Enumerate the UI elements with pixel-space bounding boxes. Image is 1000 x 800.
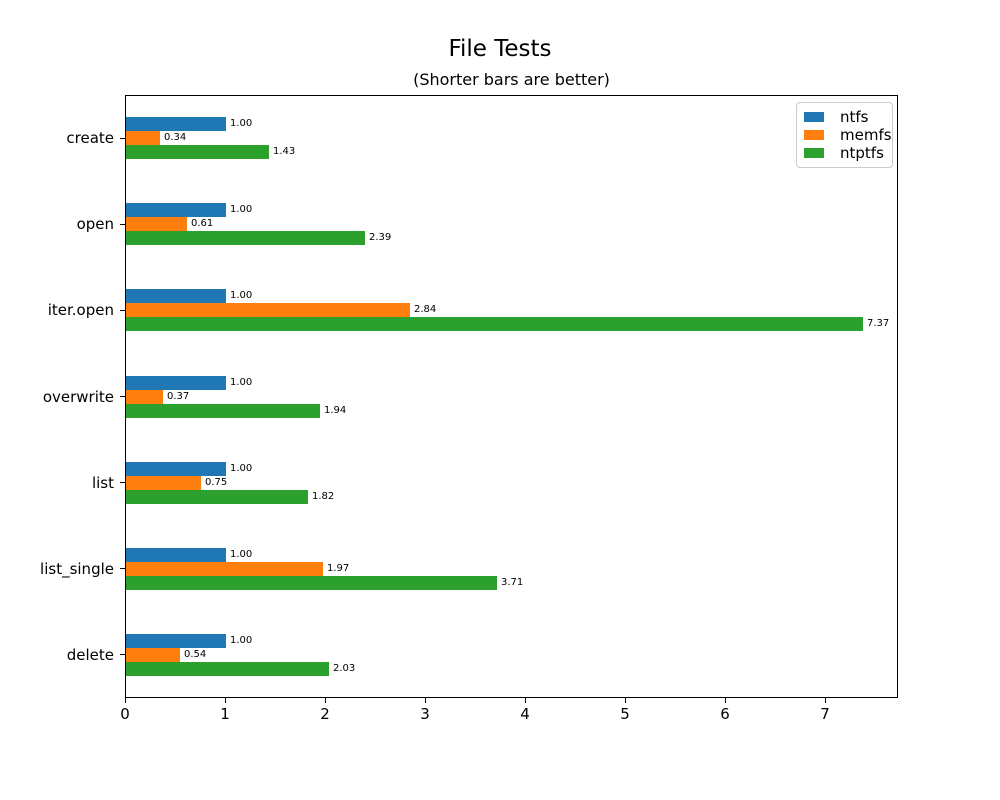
x-tick-label: 1 bbox=[220, 705, 230, 723]
x-tick-label: 0 bbox=[120, 705, 130, 723]
bar-value-label: 1.00 bbox=[230, 290, 253, 302]
y-tick bbox=[120, 223, 125, 225]
bar-value-label: 1.00 bbox=[230, 462, 253, 474]
y-tick bbox=[120, 654, 125, 656]
category-label: list bbox=[91, 473, 114, 492]
bar-value-label: 3.71 bbox=[501, 576, 524, 588]
legend-item-memfs: memfs bbox=[804, 127, 892, 143]
bar-value-label: 1.82 bbox=[312, 490, 335, 502]
bar-value-label: 0.54 bbox=[184, 648, 207, 660]
bar bbox=[126, 231, 365, 246]
bar bbox=[126, 217, 187, 232]
x-tick bbox=[124, 698, 126, 703]
category-label: overwrite bbox=[42, 387, 114, 406]
legend-swatch-memfs bbox=[804, 130, 824, 140]
y-tick bbox=[120, 137, 125, 139]
category-label: create bbox=[66, 129, 114, 148]
x-tick bbox=[224, 698, 226, 703]
bar bbox=[126, 461, 226, 476]
bar-value-label: 1.00 bbox=[230, 118, 253, 130]
bar-value-label: 0.37 bbox=[167, 390, 190, 402]
x-tick bbox=[624, 698, 626, 703]
legend: ntfs memfs ntptfs bbox=[796, 102, 893, 168]
category-label: list_single bbox=[40, 559, 114, 578]
legend-item-ntfs: ntfs bbox=[804, 109, 886, 125]
y-tick bbox=[120, 568, 125, 570]
bar-value-label: 2.84 bbox=[414, 304, 437, 316]
y-tick bbox=[120, 396, 125, 397]
category-label: delete bbox=[66, 645, 114, 664]
category-label: iter.open bbox=[47, 301, 114, 320]
x-tick-label: 4 bbox=[520, 705, 530, 723]
legend-label-ntfs: ntfs bbox=[840, 108, 869, 126]
bar bbox=[126, 389, 163, 404]
bar-value-label: 2.39 bbox=[369, 232, 392, 244]
y-tick bbox=[120, 309, 125, 311]
x-tick-label: 6 bbox=[720, 705, 730, 723]
bar-value-label: 1.00 bbox=[230, 376, 253, 388]
bar-value-label: 0.61 bbox=[191, 218, 214, 230]
bar-value-label: 2.03 bbox=[333, 662, 356, 674]
bar bbox=[126, 303, 410, 318]
bar bbox=[126, 561, 323, 576]
bar-value-label: 1.97 bbox=[327, 562, 350, 574]
bar bbox=[126, 131, 160, 146]
plot-area bbox=[125, 95, 898, 698]
legend-label-ntptfs: ntptfs bbox=[840, 144, 884, 162]
x-tick bbox=[424, 698, 426, 703]
bar bbox=[126, 475, 201, 490]
bar bbox=[126, 575, 497, 590]
bar bbox=[126, 489, 308, 504]
bar bbox=[126, 289, 226, 304]
bar-value-label: 0.75 bbox=[205, 476, 228, 488]
x-tick-label: 5 bbox=[620, 705, 630, 723]
legend-swatch-ntfs bbox=[804, 112, 824, 122]
category-label: open bbox=[76, 215, 114, 234]
bar bbox=[126, 633, 226, 648]
bar bbox=[126, 647, 180, 662]
x-tick-label: 7 bbox=[820, 705, 830, 723]
bar bbox=[126, 317, 863, 332]
bar bbox=[126, 661, 329, 676]
chart-title: File Tests bbox=[448, 36, 552, 62]
bar-value-label: 0.34 bbox=[164, 132, 187, 144]
bar bbox=[126, 117, 226, 132]
x-tick bbox=[524, 698, 526, 703]
bar-value-label: 7.37 bbox=[867, 318, 890, 330]
x-tick bbox=[824, 698, 826, 703]
x-tick-label: 2 bbox=[320, 705, 330, 723]
bar bbox=[126, 547, 226, 562]
bar bbox=[126, 203, 226, 218]
legend-item-ntptfs: ntptfs bbox=[804, 145, 886, 161]
chart-subtitle: (Shorter bars are better) bbox=[413, 70, 610, 89]
y-tick bbox=[120, 482, 125, 484]
bar bbox=[126, 403, 320, 418]
bar-value-label: 1.94 bbox=[324, 404, 347, 416]
bar bbox=[126, 145, 269, 160]
bar-value-label: 1.00 bbox=[230, 204, 253, 216]
bar-value-label: 1.00 bbox=[230, 634, 253, 646]
x-tick-label: 3 bbox=[420, 705, 430, 723]
bar bbox=[126, 375, 226, 390]
legend-label-memfs: memfs bbox=[840, 126, 892, 144]
legend-swatch-ntptfs bbox=[804, 148, 824, 158]
bar-value-label: 1.43 bbox=[273, 146, 296, 158]
x-tick bbox=[724, 698, 726, 703]
x-tick bbox=[324, 698, 326, 703]
bar-value-label: 1.00 bbox=[230, 548, 253, 560]
